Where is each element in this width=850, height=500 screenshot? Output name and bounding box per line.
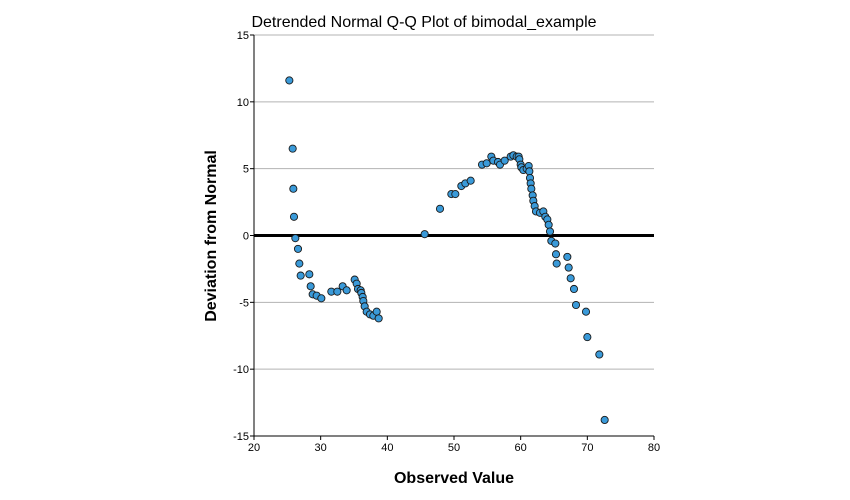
data-point bbox=[466, 176, 475, 185]
data-point bbox=[563, 252, 572, 261]
data-point bbox=[581, 307, 591, 316]
data-point bbox=[564, 263, 573, 272]
data-point bbox=[595, 350, 604, 359]
x-axis-title: Observed Value bbox=[394, 470, 514, 487]
data-point bbox=[544, 220, 553, 229]
data-point bbox=[374, 314, 383, 323]
x-tick-label: 30 bbox=[315, 442, 327, 454]
data-point bbox=[600, 415, 609, 425]
data-point bbox=[288, 144, 297, 153]
data-point bbox=[527, 184, 536, 193]
x-tick-label: 50 bbox=[448, 442, 460, 454]
data-point bbox=[289, 212, 299, 221]
data-point bbox=[551, 239, 560, 248]
data-point bbox=[551, 250, 561, 259]
y-tick-label: -15 bbox=[233, 431, 249, 443]
data-point bbox=[295, 259, 304, 268]
data-point bbox=[451, 190, 460, 199]
data-point bbox=[435, 204, 445, 213]
axes bbox=[250, 34, 655, 440]
data-point bbox=[545, 227, 555, 236]
data-point bbox=[420, 230, 429, 239]
y-tick-labels: 15 10 5 0 -5 -10 -15 bbox=[233, 30, 249, 443]
data-point bbox=[500, 156, 509, 165]
y-tick-label: 5 bbox=[243, 164, 249, 176]
y-tick-label: -10 bbox=[233, 364, 249, 376]
x-tick-label: 80 bbox=[648, 442, 660, 454]
x-tick-label: 70 bbox=[581, 442, 593, 454]
data-point bbox=[583, 333, 592, 342]
y-tick-label: 0 bbox=[243, 231, 249, 243]
y-axis-title: Deviation from Normal bbox=[203, 150, 220, 322]
chart-title: Detrended Normal Q-Q Plot of bimodal_exa… bbox=[251, 14, 596, 31]
data-point bbox=[569, 284, 579, 294]
data-point bbox=[289, 184, 298, 193]
data-point bbox=[482, 159, 491, 168]
data-point bbox=[317, 294, 326, 303]
data-point bbox=[306, 282, 315, 291]
data-points bbox=[285, 76, 609, 425]
data-point bbox=[566, 274, 575, 283]
x-tick-label: 20 bbox=[248, 442, 260, 454]
data-point bbox=[342, 286, 351, 295]
data-point bbox=[372, 307, 381, 316]
data-point bbox=[291, 234, 300, 243]
y-tick-label: 15 bbox=[237, 30, 249, 42]
y-tick-label: -5 bbox=[239, 297, 249, 309]
data-point bbox=[525, 167, 534, 176]
x-tick-label: 40 bbox=[381, 442, 393, 454]
x-tick-labels: 20 30 40 50 60 70 80 bbox=[248, 442, 660, 454]
data-point bbox=[305, 270, 314, 279]
data-point bbox=[552, 259, 561, 268]
data-point bbox=[571, 300, 581, 310]
y-tick-label: 10 bbox=[237, 97, 249, 109]
data-point bbox=[333, 287, 342, 296]
x-tick-label: 60 bbox=[515, 442, 527, 454]
data-point bbox=[293, 244, 303, 253]
data-point bbox=[285, 76, 294, 85]
data-point bbox=[296, 271, 305, 280]
